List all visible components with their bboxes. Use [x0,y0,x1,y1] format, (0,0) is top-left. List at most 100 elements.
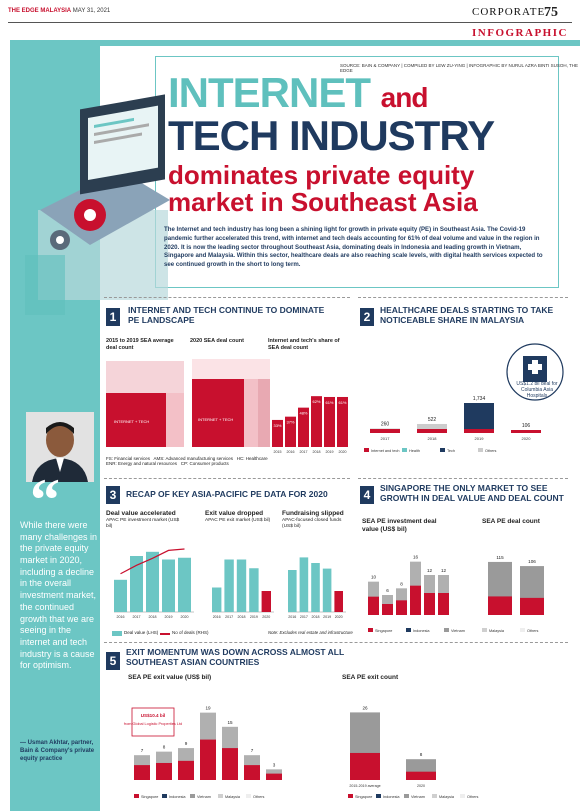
hospital-icon [506,343,564,401]
s5-legend-swatch [376,794,381,798]
section-divider [358,478,568,479]
s3-tick: 2020 [181,615,189,619]
s2-chart: 260 2017 522 2018 1,734 2019 106 2020 Internet a… [364,396,541,453]
s3-charts: 2016 2017 2018 2019 2020 2016 2017 2018 2019 2020… [114,548,346,619]
s1-charts: INTERNET + TECH INTERNET + TECH 33% 2015 3… [106,359,348,454]
section-3-number: 3 [106,486,120,504]
s4-bar-stack-base [438,593,449,615]
s5-legend-swatch [432,794,437,798]
s4-bar-label: 16 [413,555,419,560]
s3-bar [212,587,222,612]
s3-chart3-title: Fundraising slipped [282,510,344,517]
s4-count-label: 106 [528,559,536,564]
s5-callout-body: from Global Logistic Properties Ltd [124,722,182,726]
quote-mark-icon: “ [30,467,60,533]
s5-bar-label: 19 [205,706,211,711]
s1-treemap1-main [106,393,166,447]
s4-chart2-title: SEA PE deal count [482,518,540,525]
s3-bar [288,570,297,612]
s3-bar [236,559,247,612]
s2-bar-label: 1,734 [473,396,486,402]
s3-chart2-sub: APAC PE exit market (US$ bil) [205,518,271,523]
s3-chart2-title: Exit value dropped [205,510,264,517]
s3-bar [178,557,191,612]
s1-share-tick: 2019 [326,450,334,454]
s3-legend-b: No of deals (RHS) [172,630,209,635]
s3-bar [249,568,259,612]
s3-legend-swatch-a [112,631,122,636]
s5-bar-stack-base [222,748,238,780]
s5-count-tick: 2020 [417,784,425,788]
s3-tick: 2018 [238,615,246,619]
s1-share-tick: 2020 [339,450,347,454]
section-3-title: RECAP OF KEY ASIA-PACIFIC PE DATA FOR 20… [126,489,328,499]
s3-bar [261,591,271,612]
s3-line-series [120,548,185,575]
s4-bar-stack-base [382,604,393,615]
s1-share-label: 37% [286,420,294,425]
s1-share-label: 48% [299,411,307,416]
s2-bar-segment [370,429,400,433]
s4-legend-label: Indonesia [413,629,430,633]
s4-legend-label: Singapore [375,629,392,633]
s5-chart1-title: SEA PE exit value (US$ bil) [128,674,212,681]
s2-tick: 2017 [381,436,391,441]
s2-legend-label: Others [485,449,496,453]
s2-tick: 2020 [522,436,532,441]
quote-attribution: — Usman Akhtar, partner, Bain & Company'… [20,740,95,762]
s5-bar-label: 8 [163,745,166,750]
s4-count-bar-base [520,597,544,615]
s3-tick: 2020 [262,615,270,619]
s1-treemap1-label: INTERNET + TECH [114,419,149,424]
section-2-number: 2 [360,308,374,326]
s2-bar-label: 522 [428,417,437,423]
intro-paragraph: The Internet and tech industry has long … [164,226,543,269]
section-divider [104,478,350,479]
s1-share-tick: 2016 [287,450,295,454]
s3-tick: 2016 [213,615,221,619]
s5-legend-label: Malaysia [225,795,241,799]
s2-legend-swatch [364,448,369,452]
masthead: THE EDGE MALAYSIA MAY 31, 2021 [8,8,111,14]
s5-chart2-title: SEA PE exit count [342,674,399,681]
s2-bar [417,423,447,433]
s5-count-label: 26 [362,705,368,710]
s2-bar-label: 106 [522,423,531,429]
section-divider [358,297,568,298]
s5-legend-label: Others [467,795,478,799]
s5-bar-label: 7 [251,748,254,753]
s5-legend-swatch [348,794,353,798]
s3-bar [162,559,175,612]
s1-share-bar [311,396,322,447]
pull-quote: While there were many challenges in the … [20,520,98,671]
s5-legend-label: Malaysia [439,795,455,799]
s2-bar [464,403,494,433]
section-1-number: 1 [106,308,120,326]
s4-bar-label: 8 [400,581,403,586]
s5-count-bar-base [350,752,380,780]
s3-tick: 2019 [250,615,258,619]
s4-bar-stack-base [410,585,421,615]
s5-legend-label: Vietnam [197,795,211,799]
s3-tick: 2017 [225,615,233,619]
s2-bar-segment [511,430,541,433]
s1-treemap2-main [192,379,244,447]
s5-bar-stack-base [200,739,216,780]
s5-legend-swatch [190,794,195,798]
s5-callout-box [131,707,175,737]
headline-line1: INTERNET and [168,69,428,116]
s1-share-label: 62% [312,399,320,404]
s2-legend-swatch [402,448,407,452]
section-4-number: 4 [360,486,374,504]
s2-bar-segment [417,429,447,433]
s3-bar [322,568,332,612]
s5-legend-label: Others [253,795,264,799]
s2-tick: 2019 [475,436,485,441]
s2-bar-segment [464,429,494,433]
s5-legend-swatch [162,794,167,798]
s3-tick: 2020 [335,615,343,619]
headline-line2: TECH INDUSTRY [168,112,495,159]
s1-share-tick: 2018 [313,450,321,454]
section-5-title: EXIT MOMENTUM WAS DOWN ACROSS ALMOST ALL… [126,647,344,667]
